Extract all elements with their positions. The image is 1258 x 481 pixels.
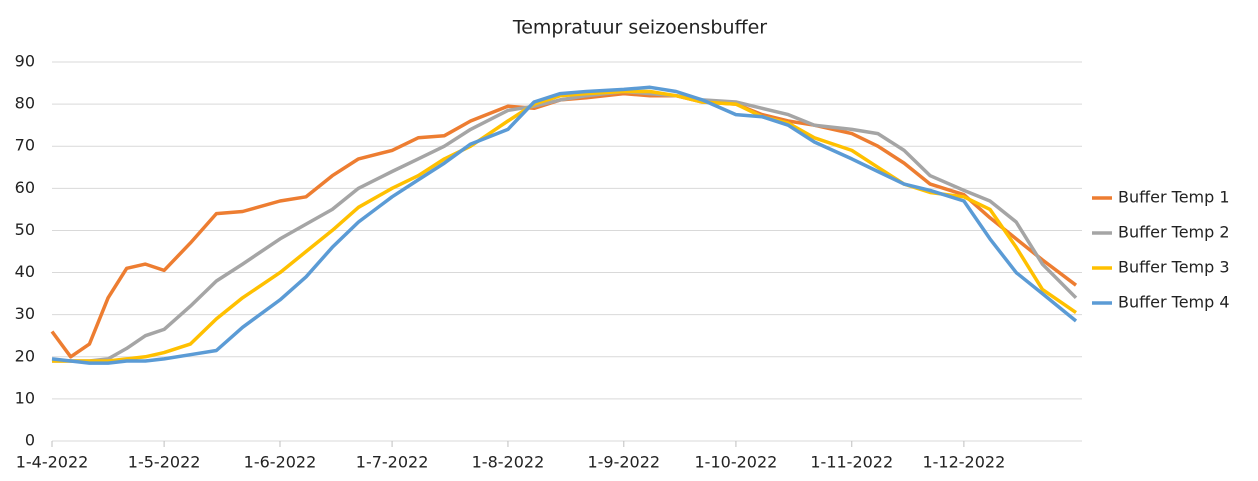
legend-label: Buffer Temp 3 (1118, 258, 1230, 277)
y-tick-label: 10 (15, 388, 35, 407)
chart-title: Tempratuur seizoensbuffer (512, 17, 767, 39)
y-tick-label: 70 (15, 136, 35, 155)
y-tick-label: 50 (15, 220, 35, 239)
y-tick-label: 60 (15, 178, 35, 197)
legend-label: Buffer Temp 2 (1118, 223, 1230, 242)
legend-label: Buffer Temp 1 (1118, 188, 1230, 207)
x-tick-label: 1-5-2022 (128, 453, 201, 472)
y-tick-label: 0 (25, 431, 35, 450)
x-tick-label: 1-8-2022 (472, 453, 545, 472)
series-line (50, 91, 1078, 359)
x-tick-label: 1-9-2022 (587, 453, 660, 472)
x-tick-label: 1-6-2022 (244, 453, 317, 472)
x-tick-label: 1-11-2022 (810, 453, 893, 472)
y-tick-label: 80 (15, 94, 35, 113)
y-tick-label: 40 (15, 262, 35, 281)
x-tick-label: 1-7-2022 (356, 453, 429, 472)
x-tick-label: 1-10-2022 (695, 453, 778, 472)
y-tick-label: 20 (15, 346, 35, 365)
y-tick-label: 30 (15, 304, 35, 323)
y-tick-label: 90 (15, 52, 35, 71)
series-line (51, 85, 1078, 365)
x-tick-label: 1-12-2022 (922, 453, 1005, 472)
x-tick-label: 1-4-2022 (16, 453, 89, 472)
series-line (52, 89, 1078, 363)
legend-label: Buffer Temp 4 (1118, 293, 1230, 312)
